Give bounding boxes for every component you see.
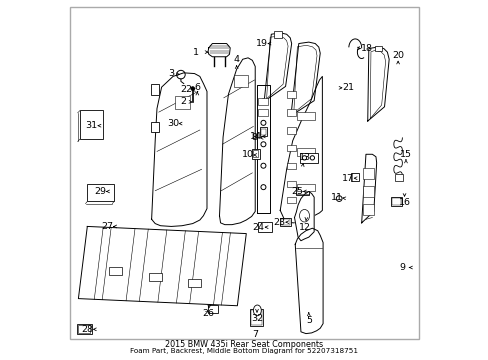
Polygon shape <box>361 154 376 223</box>
Bar <box>286 197 295 203</box>
Bar <box>363 203 373 215</box>
Bar <box>350 173 358 181</box>
Text: 8: 8 <box>251 133 257 142</box>
Text: 15: 15 <box>399 150 411 159</box>
Bar <box>286 181 295 187</box>
Bar <box>274 31 282 38</box>
Text: 20: 20 <box>391 51 403 60</box>
Bar <box>77 324 91 334</box>
Text: 7: 7 <box>252 330 258 339</box>
Bar <box>259 127 266 136</box>
Polygon shape <box>264 33 291 102</box>
Bar <box>233 75 247 87</box>
Text: 4: 4 <box>233 55 239 64</box>
Ellipse shape <box>299 210 309 222</box>
Bar <box>279 218 290 226</box>
Bar <box>151 84 159 95</box>
Text: Foam Part, Backrest, Middle Bottom Diagram for 52207318751: Foam Part, Backrest, Middle Bottom Diagr… <box>130 348 358 354</box>
Polygon shape <box>207 44 230 57</box>
Text: 21: 21 <box>342 83 353 92</box>
Bar <box>188 279 201 287</box>
Text: 6: 6 <box>194 83 200 92</box>
Bar <box>286 109 295 116</box>
Bar <box>286 127 295 134</box>
Bar <box>257 98 268 105</box>
Text: 18: 18 <box>360 44 372 53</box>
Text: 2015 BMW 435i Rear Seat Components: 2015 BMW 435i Rear Seat Components <box>165 340 323 349</box>
Text: 2: 2 <box>181 97 186 106</box>
Text: 9: 9 <box>399 263 405 272</box>
Bar <box>297 184 314 192</box>
Bar <box>109 267 122 275</box>
Text: 14: 14 <box>250 132 262 141</box>
Text: 27: 27 <box>101 222 113 231</box>
Text: 3: 3 <box>168 69 174 78</box>
Text: 13: 13 <box>298 153 310 162</box>
Bar <box>252 150 258 157</box>
Bar <box>390 197 401 206</box>
Text: 23: 23 <box>273 218 285 227</box>
Bar <box>374 46 381 51</box>
Polygon shape <box>219 58 255 225</box>
Polygon shape <box>290 42 320 116</box>
Bar <box>280 219 289 225</box>
Text: 10: 10 <box>242 150 254 159</box>
Text: 25: 25 <box>291 187 303 196</box>
Bar <box>363 186 373 197</box>
Bar <box>299 153 318 163</box>
Bar <box>249 309 263 327</box>
Bar <box>258 222 271 232</box>
Bar <box>296 187 308 195</box>
Bar <box>151 122 159 132</box>
Text: 24: 24 <box>252 222 264 231</box>
Bar <box>80 111 103 139</box>
Text: 22: 22 <box>180 85 192 94</box>
Text: 31: 31 <box>85 121 98 130</box>
Bar <box>363 168 373 179</box>
Text: 16: 16 <box>398 198 410 207</box>
Circle shape <box>190 87 194 90</box>
Bar <box>286 145 295 152</box>
Bar <box>257 109 268 116</box>
Ellipse shape <box>253 305 261 316</box>
Bar <box>148 273 162 282</box>
Polygon shape <box>295 228 323 334</box>
Text: 19: 19 <box>255 39 267 48</box>
Bar <box>175 96 189 109</box>
Bar <box>260 129 265 135</box>
Bar <box>207 305 218 313</box>
Bar <box>250 310 262 325</box>
Bar <box>78 325 90 333</box>
Text: 17: 17 <box>342 174 353 183</box>
Bar <box>297 148 314 156</box>
Text: 32: 32 <box>250 314 263 323</box>
Text: 11: 11 <box>330 193 342 202</box>
Bar <box>286 91 295 98</box>
Polygon shape <box>151 73 206 226</box>
Polygon shape <box>257 85 270 213</box>
Polygon shape <box>280 76 322 223</box>
Text: 1: 1 <box>193 48 199 57</box>
Polygon shape <box>367 47 388 121</box>
Bar <box>286 163 295 169</box>
Polygon shape <box>294 192 313 241</box>
Bar <box>251 149 259 158</box>
Text: 29: 29 <box>94 187 105 196</box>
Text: 12: 12 <box>299 222 310 231</box>
Polygon shape <box>78 226 246 306</box>
Bar <box>87 184 114 202</box>
Text: 26: 26 <box>202 310 214 319</box>
Bar <box>297 112 314 120</box>
Bar <box>391 198 400 204</box>
Text: 5: 5 <box>305 315 311 324</box>
Text: 30: 30 <box>166 119 179 128</box>
Text: 28: 28 <box>81 325 93 334</box>
Bar <box>394 174 403 181</box>
